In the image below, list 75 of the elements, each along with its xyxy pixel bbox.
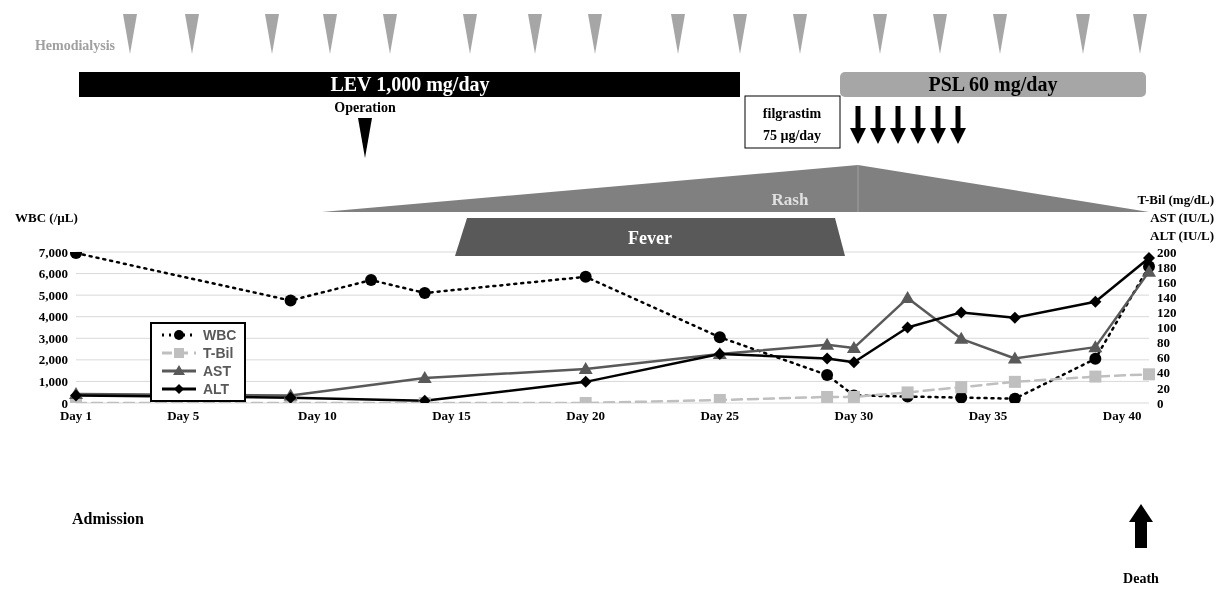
point	[365, 274, 378, 287]
point	[846, 340, 861, 353]
y2-tick-label: 180	[1157, 259, 1177, 275]
text: Hemodialysis	[34, 38, 116, 53]
text: PSL 60 mg/day	[928, 73, 1058, 96]
x-tick-label: Day 25	[700, 408, 740, 424]
point	[578, 362, 593, 375]
point	[1089, 352, 1102, 365]
y2-tick-label: 140	[1157, 289, 1177, 305]
y2-tick-label: 160	[1157, 274, 1177, 290]
legend-label: AST	[203, 363, 231, 379]
y-tick-label: 0	[61, 395, 68, 411]
point	[1089, 295, 1102, 308]
x-tick-label: Day 35	[968, 408, 1008, 424]
legend-label: T-Bil	[203, 345, 234, 361]
y2-tick-label: 60	[1157, 350, 1170, 366]
point	[579, 375, 592, 388]
x-tick-label: Day 20	[566, 408, 605, 424]
y2-tick-label: 100	[1157, 320, 1177, 336]
y2-tick-label: 200	[1157, 244, 1177, 260]
y2-axis-title: T-Bil (mg/dL) AST (IU/L) ALT (IU/L)	[1137, 192, 1214, 243]
x-tick-label: Day 1	[59, 408, 93, 424]
point	[1008, 375, 1021, 388]
point	[847, 356, 860, 369]
point	[821, 352, 834, 365]
text: Operation	[334, 100, 396, 115]
point	[1143, 368, 1155, 381]
text: Fever	[628, 228, 672, 248]
point	[579, 270, 592, 283]
x-tick-label: Day 15	[432, 408, 472, 424]
point	[1088, 340, 1103, 353]
point	[821, 390, 834, 403]
y2-tick-label: 20	[1157, 380, 1170, 396]
text: LEV 1,000 mg/day	[330, 73, 490, 96]
point	[955, 306, 968, 319]
point	[1007, 351, 1022, 364]
point	[955, 381, 968, 394]
point	[900, 291, 915, 304]
point	[954, 331, 969, 344]
y2-tick-label: 0	[1157, 395, 1164, 411]
y2-tick-label: 80	[1157, 335, 1170, 351]
y-tick-label: 5,000	[38, 287, 68, 303]
point	[1008, 392, 1021, 403]
legend-label: ALT	[203, 381, 230, 397]
point	[901, 386, 914, 399]
point	[417, 371, 432, 384]
point	[284, 294, 297, 307]
point	[901, 321, 914, 334]
x-tick-label: Day 30	[834, 408, 874, 424]
point	[418, 286, 431, 299]
point	[713, 393, 726, 403]
y2-tick-label: 120	[1157, 305, 1177, 321]
point	[1008, 311, 1021, 324]
y-tick-label: 4,000	[38, 309, 68, 325]
point	[1089, 370, 1102, 383]
text: Admission	[71, 510, 145, 527]
point	[820, 337, 835, 350]
x-tick-label: Day 5	[167, 408, 200, 424]
point	[1142, 264, 1156, 277]
legend-label: WBC	[203, 327, 237, 343]
y2-tick-label: 40	[1157, 365, 1170, 381]
text: 75 µg/day	[762, 128, 822, 143]
y-tick-label: 7,000	[38, 244, 68, 260]
x-tick-label: Day 40	[1102, 408, 1142, 424]
text: Rash	[771, 190, 809, 209]
text: filgrastim	[762, 106, 822, 121]
point	[713, 331, 726, 344]
y-tick-label: 6,000	[38, 266, 68, 282]
text: Death	[1123, 571, 1160, 586]
y-tick-label: 2,000	[38, 352, 68, 368]
y-tick-label: 3,000	[38, 330, 68, 346]
point	[821, 368, 834, 381]
y-tick-label: 1,000	[38, 374, 68, 390]
y-axis-title: WBC (/µL)	[15, 210, 78, 225]
x-tick-label: Day 10	[298, 408, 337, 424]
